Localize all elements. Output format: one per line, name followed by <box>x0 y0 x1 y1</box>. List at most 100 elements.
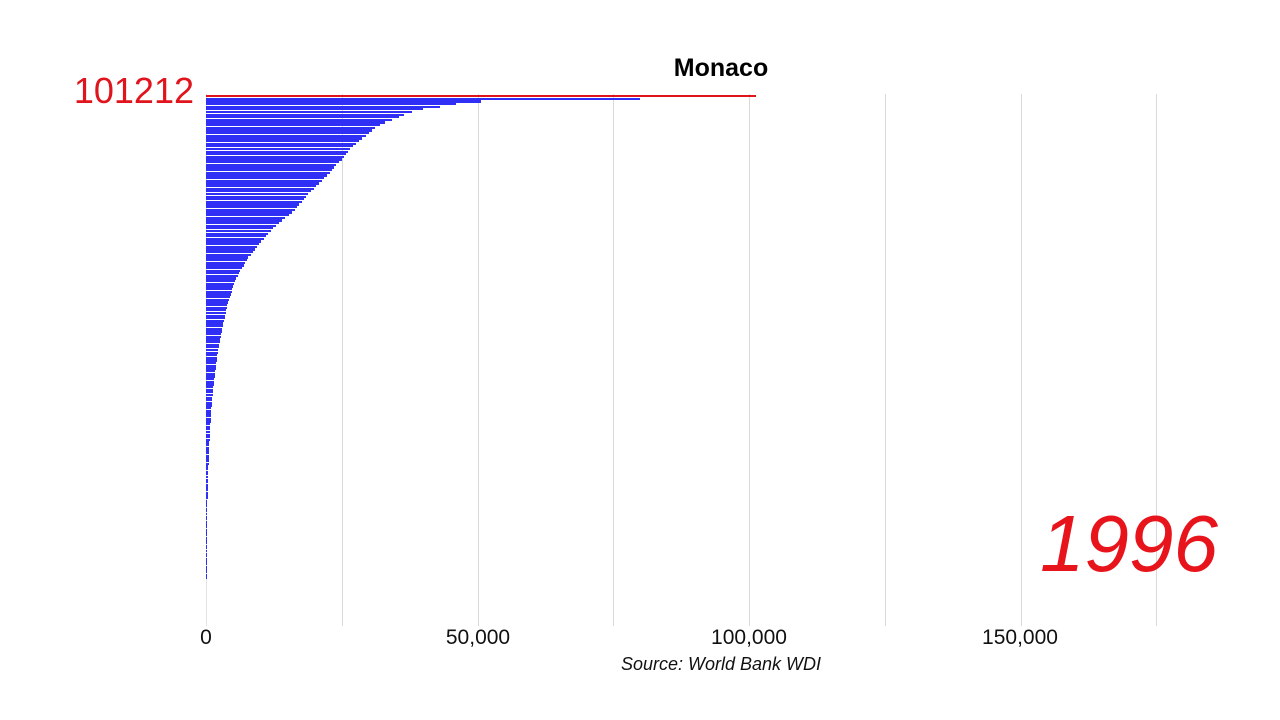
country-bar <box>206 433 210 436</box>
country-bar <box>206 124 380 127</box>
x-tick-50000: 50,000 <box>445 626 511 649</box>
country-bar <box>206 417 211 420</box>
country-bar <box>206 293 231 296</box>
country-bar <box>206 301 229 304</box>
country-bar <box>206 245 257 248</box>
country-bar <box>206 338 221 341</box>
country-bar <box>206 137 363 140</box>
country-bar <box>206 280 236 283</box>
country-bar <box>206 436 210 439</box>
country-bar <box>206 473 209 476</box>
country-bar <box>206 161 339 164</box>
country-bar <box>206 277 237 280</box>
country-bar <box>206 515 208 518</box>
gridline <box>885 94 886 626</box>
country-bar <box>206 174 328 177</box>
country-bar <box>206 105 440 108</box>
country-bar <box>206 333 222 336</box>
country-bar <box>206 200 302 204</box>
country-bar <box>206 253 251 256</box>
country-bar <box>206 166 335 169</box>
country-bar <box>206 325 223 328</box>
country-bar <box>206 314 225 317</box>
country-bar <box>206 354 218 357</box>
country-bar <box>206 153 347 156</box>
country-bar <box>206 176 325 180</box>
country-bar <box>206 454 209 457</box>
country-bar <box>206 438 210 442</box>
x-tick-150000: 150,000 <box>982 626 1058 649</box>
country-bar <box>206 544 207 547</box>
country-bar <box>206 375 215 378</box>
country-bar <box>206 441 210 444</box>
country-bar <box>206 459 209 463</box>
country-bar <box>206 235 266 238</box>
country-bar <box>206 203 300 206</box>
country-bar <box>206 163 337 166</box>
country-bar <box>206 512 208 516</box>
country-bar <box>206 528 207 531</box>
country-bar <box>206 367 216 370</box>
country-bar <box>206 269 241 272</box>
country-bar <box>206 393 213 397</box>
country-bar <box>206 348 219 352</box>
country-bar <box>206 399 213 402</box>
country-bar <box>206 113 405 116</box>
country-bar <box>206 507 208 510</box>
country-bar <box>206 494 208 497</box>
country-bar <box>206 343 220 346</box>
country-bar <box>206 232 268 235</box>
country-bar <box>206 272 239 275</box>
country-bar <box>206 227 274 230</box>
country-bar <box>206 372 215 375</box>
country-bar <box>206 549 207 553</box>
country-bar <box>206 560 207 563</box>
country-bar <box>206 499 208 502</box>
country-bar <box>206 208 295 211</box>
country-bar <box>206 150 349 153</box>
country-bar <box>206 198 304 201</box>
country-bar <box>206 306 227 309</box>
country-bar <box>206 518 207 521</box>
country-bar <box>206 243 260 246</box>
country-bar <box>206 256 249 259</box>
country-bar <box>206 155 344 159</box>
country-bar <box>206 401 212 405</box>
source-caption: Source: World Bank WDI <box>620 654 822 674</box>
country-bar <box>206 303 228 307</box>
country-bar <box>206 288 233 291</box>
gridline <box>478 94 479 626</box>
country-bar <box>206 132 369 135</box>
country-bar <box>206 526 207 529</box>
country-bar <box>206 409 212 412</box>
country-bar <box>206 351 218 354</box>
country-bar <box>206 536 207 539</box>
country-bar <box>206 420 211 423</box>
country-bar <box>206 547 207 550</box>
country-bar <box>206 216 286 219</box>
x-tick-0: 0 <box>200 626 212 649</box>
country-bar <box>206 145 353 148</box>
country-bar <box>206 380 214 383</box>
country-bar <box>206 251 253 254</box>
country-bar <box>206 520 207 524</box>
country-bar <box>206 311 226 315</box>
country-bar <box>206 457 209 460</box>
leader-value-label: 101212 <box>73 70 194 111</box>
country-bar <box>206 364 216 367</box>
country-bar <box>206 465 209 468</box>
gridline <box>749 94 750 626</box>
bars-area <box>206 94 1206 584</box>
country-bar <box>206 309 227 312</box>
country-bar <box>206 370 216 373</box>
country-bar <box>206 192 309 196</box>
country-bar <box>206 573 207 576</box>
country-bar <box>206 346 219 349</box>
country-bar <box>206 126 376 129</box>
country-bar <box>206 179 322 182</box>
country-bar <box>206 182 319 185</box>
gridline <box>1021 94 1022 626</box>
year-label: 1996 <box>1040 499 1218 588</box>
chart-title: Monaco <box>673 54 769 82</box>
